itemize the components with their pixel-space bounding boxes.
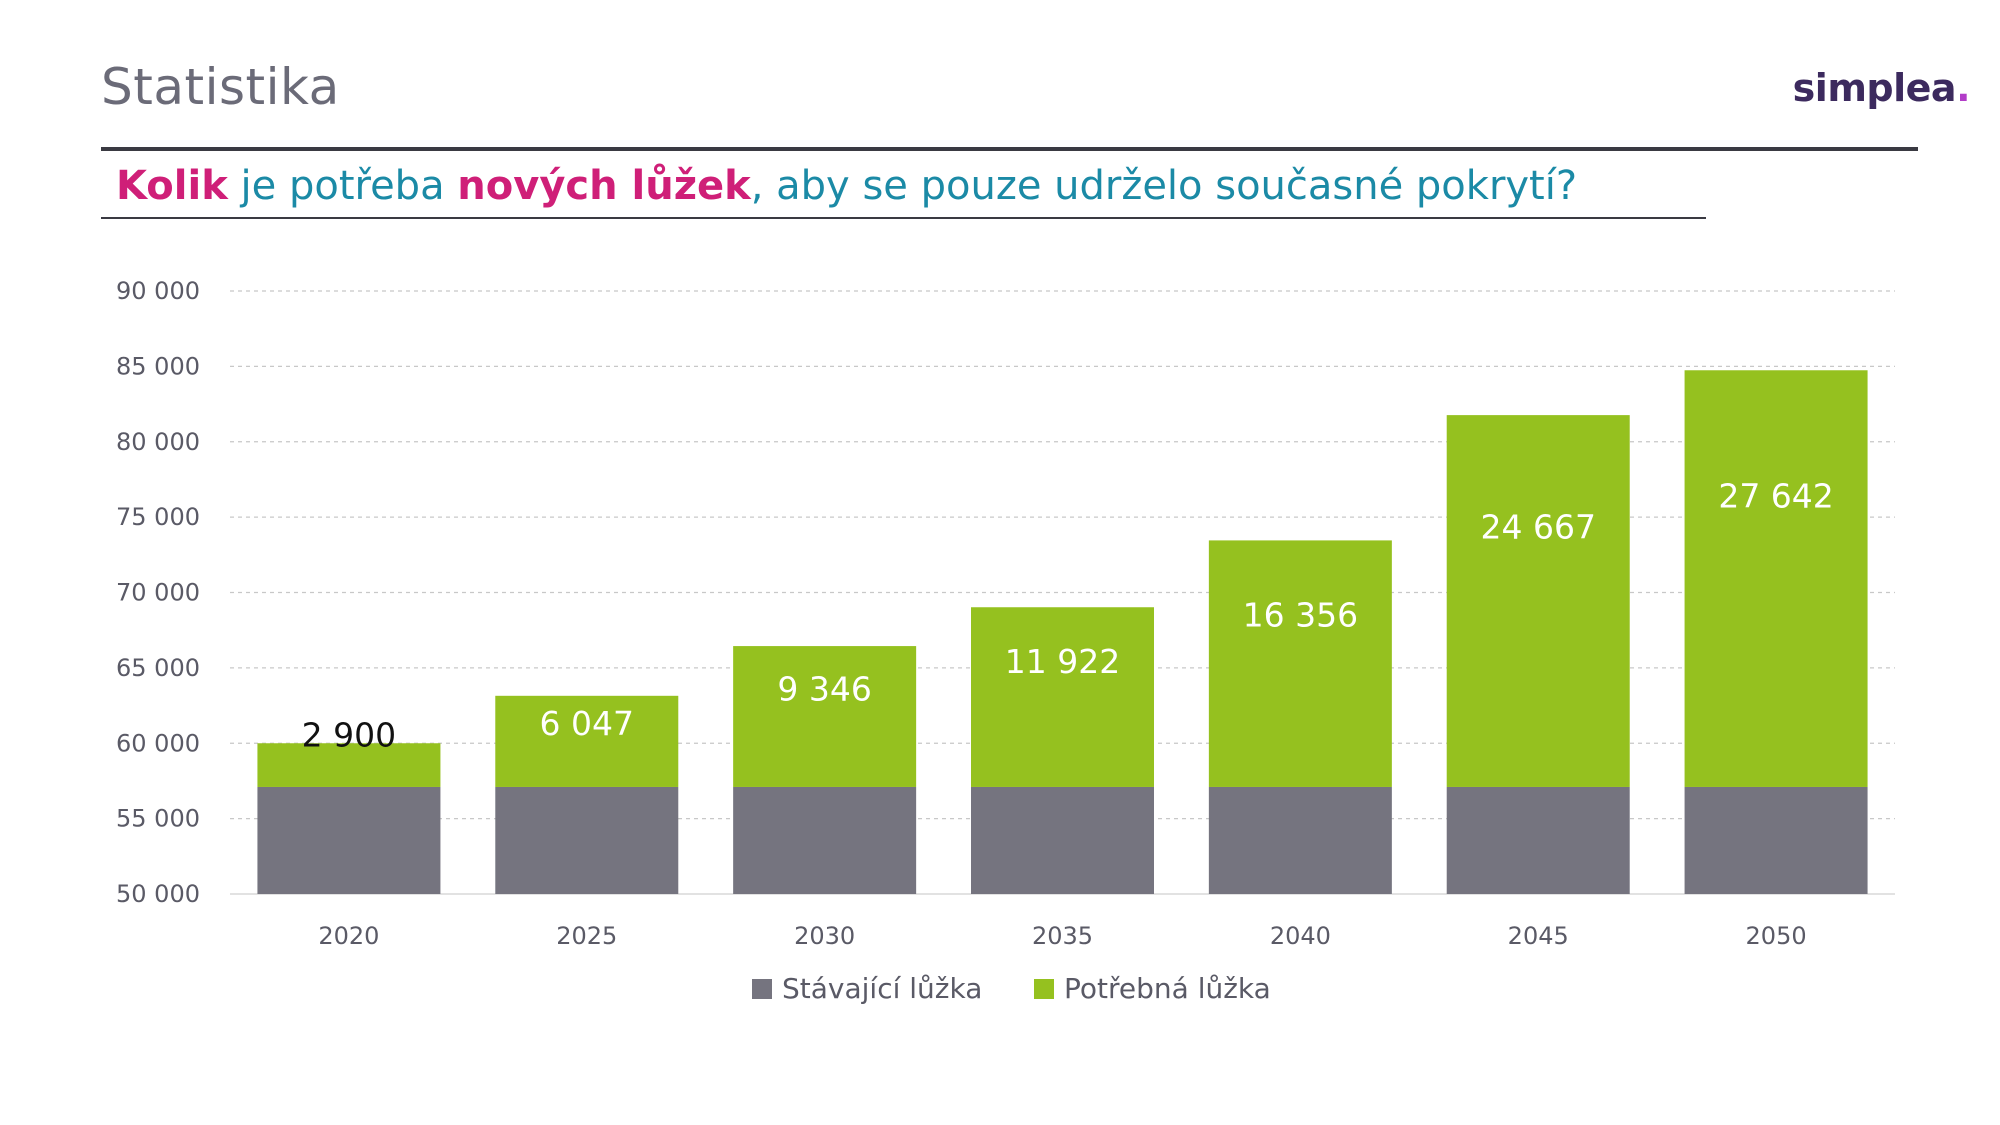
y-tick-label: 70 000 <box>116 579 200 607</box>
legend-item-existing: Stávající lůžka <box>752 972 982 1005</box>
x-tick-label-2025: 2025 <box>556 922 617 950</box>
logo-text: simplea <box>1792 66 1957 110</box>
chart-legend: Stávající lůžka Potřebná lůžka <box>0 972 2000 1012</box>
logo-dot: . <box>1956 66 1970 110</box>
data-label-2035: 11 922 <box>1005 642 1120 681</box>
y-tick-label: 90 000 <box>116 277 200 305</box>
legend-swatch-needed <box>1034 978 1054 999</box>
x-tick-label-2050: 2050 <box>1746 922 1807 950</box>
question-novych-luzek: nových lůžek <box>457 163 751 209</box>
bar-needed-2050 <box>1684 370 1868 787</box>
bar-existing-2035 <box>971 786 1154 894</box>
bar-needed-2040 <box>1208 540 1392 787</box>
y-tick-label: 65 000 <box>116 654 200 682</box>
header-divider <box>101 147 1918 151</box>
bar-existing-2020 <box>257 786 441 894</box>
bar-needed-2045 <box>1446 415 1630 787</box>
bar-needed-2025 <box>495 695 679 787</box>
simplea-logo: simplea. <box>1792 66 1971 110</box>
y-tick-label: 85 000 <box>116 352 200 380</box>
question-kolik: Kolik <box>116 163 228 209</box>
stacked-bar-chart: 50 000 55 000 60 000 65 000 70 000 75 000 80 0… <box>116 277 1895 950</box>
bar-existing-2040 <box>1208 786 1392 894</box>
bar-needed-2035 <box>971 607 1154 787</box>
data-label-2040: 16 356 <box>1243 595 1358 634</box>
question-text-1: je potřeba <box>227 163 458 209</box>
legend-label-existing: Stávající lůžka <box>782 972 983 1005</box>
x-tick-label-2040: 2040 <box>1270 922 1331 950</box>
page-title: Statistika <box>101 58 340 116</box>
data-label-2020: 2 900 <box>302 715 396 754</box>
x-tick-label-2030: 2030 <box>794 922 855 950</box>
y-tick-label: 55 000 <box>116 805 200 833</box>
x-tick-label-2035: 2035 <box>1032 922 1093 950</box>
bar-existing-2050 <box>1684 786 1868 894</box>
data-label-2025: 6 047 <box>540 704 634 743</box>
bar-needed-2020 <box>257 743 441 787</box>
data-label-2050: 27 642 <box>1718 476 1833 515</box>
y-tick-label: 50 000 <box>116 880 200 908</box>
y-tick-label: 80 000 <box>116 428 200 456</box>
bar-existing-2025 <box>495 786 679 894</box>
question-text-2: , aby se pouze udrželo současné pokrytí? <box>750 163 1578 209</box>
y-tick-label: 60 000 <box>116 729 200 757</box>
bar-existing-2045 <box>1446 786 1630 894</box>
legend-item-needed: Potřebná lůžka <box>1034 972 1271 1005</box>
data-label-2030: 9 346 <box>777 669 871 708</box>
legend-label-needed: Potřebná lůžka <box>1064 972 1271 1005</box>
data-label-2045: 24 667 <box>1480 508 1595 547</box>
bar-existing-2030 <box>733 786 917 894</box>
bar-needed-2030 <box>733 646 917 787</box>
question-underline <box>101 217 1706 219</box>
question-heading: Kolik je potřeba nových lůžek, aby se po… <box>116 163 1577 209</box>
x-tick-label-2045: 2045 <box>1508 922 1569 950</box>
legend-swatch-existing <box>752 978 772 999</box>
y-tick-label: 75 000 <box>116 503 200 531</box>
x-tick-label-2020: 2020 <box>318 922 379 950</box>
